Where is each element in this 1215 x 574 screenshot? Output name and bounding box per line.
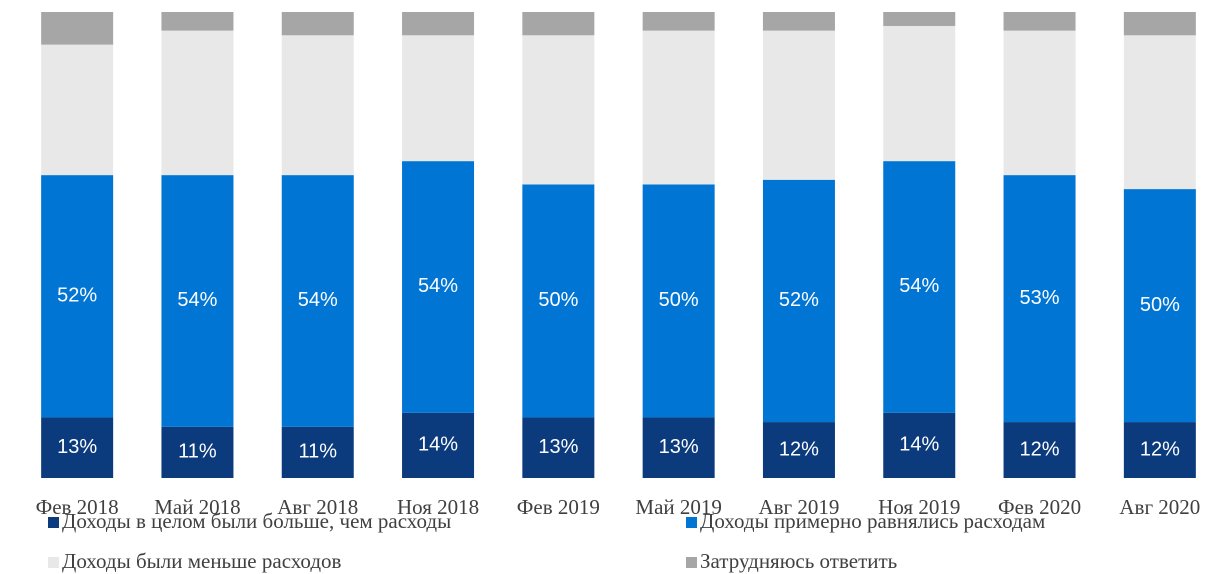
x-tick-label: Авг 2020 xyxy=(1119,495,1200,519)
bar-segment xyxy=(161,30,234,176)
value-label: 50% xyxy=(659,289,699,311)
value-label: 12% xyxy=(1020,438,1060,460)
x-tick-label: Май 2019 xyxy=(635,495,721,519)
value-label: 52% xyxy=(779,289,819,311)
bar-segment xyxy=(522,417,595,478)
bar-segment xyxy=(161,175,234,427)
bar-segment xyxy=(402,161,475,413)
bar-segment xyxy=(522,35,595,185)
bar-segment xyxy=(1123,35,1196,190)
bar-segment xyxy=(1123,12,1196,36)
bar-segment xyxy=(402,35,475,162)
bar-segment xyxy=(762,12,835,31)
bar-segment xyxy=(642,12,715,31)
bar-segment xyxy=(883,12,956,26)
bar-segment xyxy=(161,12,234,31)
bar-segment xyxy=(1123,422,1196,478)
value-label: 13% xyxy=(57,436,97,458)
value-label: 50% xyxy=(538,289,578,311)
value-label: 11% xyxy=(298,441,337,463)
value-label: 54% xyxy=(418,275,458,297)
bar-segment xyxy=(402,12,475,36)
bar-segment xyxy=(281,175,354,427)
bar-segment xyxy=(1123,189,1196,423)
bar-segment xyxy=(1003,422,1076,478)
legend-swatch xyxy=(686,557,697,568)
bar-segment xyxy=(883,412,956,478)
bar-segment xyxy=(762,422,835,478)
legend-swatch xyxy=(48,557,59,568)
value-label: 50% xyxy=(1140,294,1180,316)
x-tick-label: Фев 2018 xyxy=(36,495,119,519)
value-label: 53% xyxy=(1020,287,1060,309)
legend-label: Доходы примерно равнялись расходам xyxy=(700,509,1045,533)
bar-segment xyxy=(1003,175,1076,423)
bar-segment xyxy=(402,412,475,478)
value-label: 12% xyxy=(779,438,819,460)
bar-segment xyxy=(161,426,234,478)
bar-segment xyxy=(281,35,354,176)
bar-segment xyxy=(642,184,715,418)
value-label: 52% xyxy=(57,285,97,307)
bar-segment xyxy=(762,179,835,423)
x-tick-label: Фев 2020 xyxy=(998,495,1081,519)
legend-swatch xyxy=(686,517,697,528)
legend-label: Затрудняюсь ответить xyxy=(700,549,897,573)
legend-label: Доходы были меньше расходов xyxy=(62,549,342,573)
value-label: 12% xyxy=(1140,438,1180,460)
value-label: 13% xyxy=(659,436,699,458)
bar-segment xyxy=(522,12,595,36)
value-label: 54% xyxy=(899,275,939,297)
bar-segment xyxy=(883,161,956,413)
bar-segment xyxy=(41,417,114,478)
x-tick-label: Авг 2019 xyxy=(758,495,839,519)
bar-segment xyxy=(281,426,354,478)
x-tick-label: Ноя 2018 xyxy=(397,495,479,519)
value-label: 54% xyxy=(177,289,217,311)
x-tick-label: Фев 2019 xyxy=(517,495,600,519)
legend-swatch xyxy=(48,517,59,528)
value-label: 14% xyxy=(418,434,458,456)
x-tick-label: Ноя 2019 xyxy=(878,495,960,519)
bar-segment xyxy=(41,175,114,418)
bar-segment xyxy=(762,30,835,180)
legend-label: Доходы в целом были больше, чем расходы xyxy=(62,509,451,533)
bar-segment xyxy=(642,30,715,185)
bar-segment xyxy=(281,12,354,36)
bar-segment xyxy=(642,417,715,478)
value-label: 13% xyxy=(538,436,578,458)
bar-segment xyxy=(1003,30,1076,176)
bar-segment xyxy=(522,184,595,418)
bar-segment xyxy=(41,44,114,176)
bar-segment xyxy=(1003,12,1076,31)
value-label: 14% xyxy=(899,434,939,456)
x-tick-label: Авг 2018 xyxy=(277,495,358,519)
value-label: 54% xyxy=(298,289,338,311)
bar-segment xyxy=(883,25,956,162)
bar-segment xyxy=(41,12,114,45)
value-label: 11% xyxy=(178,441,217,463)
x-tick-label: Май 2018 xyxy=(154,495,240,519)
